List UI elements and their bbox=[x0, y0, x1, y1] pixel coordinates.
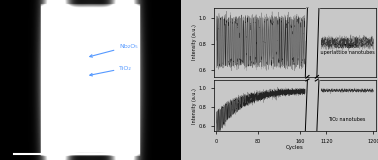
Bar bbox=[307, 8, 319, 77]
Text: 50 nm: 50 nm bbox=[59, 145, 77, 150]
Y-axis label: Intensity (a.u.): Intensity (a.u.) bbox=[192, 24, 197, 60]
Text: TiO₂: TiO₂ bbox=[90, 65, 132, 76]
Text: Nb₂O₅: Nb₂O₅ bbox=[90, 44, 138, 57]
Text: TiO₂/Nb₂O₅
superlattice nanotubes: TiO₂/Nb₂O₅ superlattice nanotubes bbox=[318, 44, 375, 55]
Text: TiO₂ nanotubes: TiO₂ nanotubes bbox=[327, 117, 365, 122]
Y-axis label: Intensity (a.u.): Intensity (a.u.) bbox=[192, 88, 197, 124]
Bar bbox=[307, 80, 319, 131]
X-axis label: Cycles: Cycles bbox=[286, 145, 304, 150]
